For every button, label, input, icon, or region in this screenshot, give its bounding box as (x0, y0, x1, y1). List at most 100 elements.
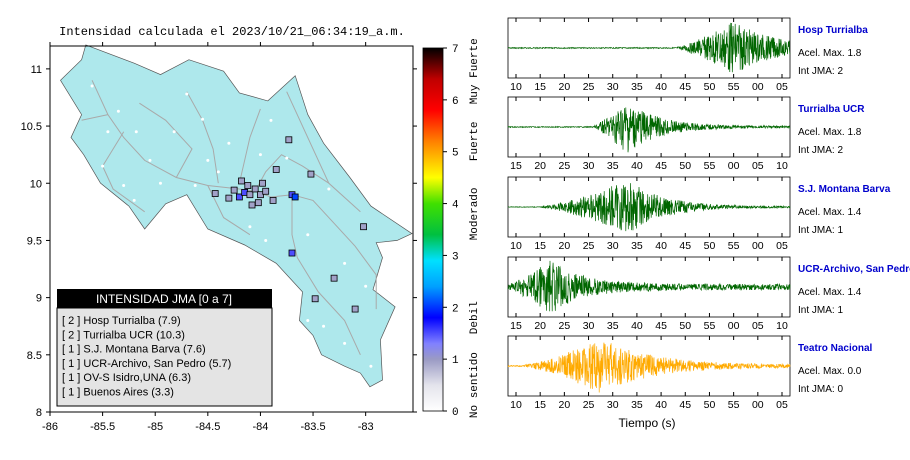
town-marker (106, 130, 110, 134)
road-line (139, 102, 193, 178)
time-tick-label: 35 (631, 240, 643, 252)
station-marker (230, 186, 238, 194)
time-tick-label: 40 (655, 81, 667, 93)
station-marker (291, 193, 299, 201)
colorbar-category-label: Muy Fuerte (469, 38, 481, 104)
time-tick-label: 30 (607, 399, 619, 411)
station-marker (272, 166, 280, 173)
time-tick-label: 55 (704, 320, 716, 332)
colorbar-category-label: Debil (469, 301, 481, 334)
time-tick-label: 55 (728, 240, 740, 252)
map-frame (49, 45, 414, 413)
waveform-trace (507, 183, 791, 232)
max-acceleration: Acel. Max. 1.8 (798, 127, 862, 138)
seismogram-panel: 15 20 25 30 35 40 45 50 55 00 05 10 Turrialba UCR Ace… (507, 96, 865, 172)
time-tick-label: 05 (752, 320, 764, 332)
colorbar-level: 5 (452, 148, 459, 160)
station-marker (285, 136, 293, 144)
legend-item: [ 1 ] Buenos Aires (3.3) (62, 387, 174, 399)
x-tick-label: -83 (358, 421, 374, 433)
station-marker (254, 199, 262, 207)
legend-header-bg (57, 289, 272, 308)
station-marker (244, 182, 252, 189)
x-tick-label: -85.5 (90, 421, 115, 433)
road-line (291, 194, 361, 356)
town-marker (364, 284, 368, 288)
time-tick-label: 50 (704, 399, 716, 411)
colorbar-level: 0 (452, 407, 459, 419)
legend-items: [ 2 ] Hosp Turrialba (7.9) [ 2 ] Turrialb… (62, 315, 231, 399)
y-tick-label: 8.5 (27, 350, 42, 362)
map-plot-area (60, 44, 413, 388)
station-name: S.J. Montana Barva (798, 184, 891, 195)
time-tick-label: 25 (583, 81, 595, 93)
max-acceleration: Acel. Max. 1.8 (798, 48, 862, 59)
colorbar-category-label: Fuerte (469, 121, 481, 161)
station-marker (211, 190, 219, 197)
time-tick-label: 45 (679, 399, 691, 411)
y-tick-label: 8 (36, 407, 42, 419)
town-marker (306, 233, 310, 237)
town-marker (201, 117, 205, 121)
max-acceleration: Acel. Max. 0.0 (798, 366, 862, 377)
time-tick-label: 55 (728, 81, 740, 93)
time-tick-label: 45 (655, 320, 667, 332)
station-marker (257, 191, 264, 199)
time-tick-label: 20 (534, 160, 546, 172)
time-tick-label: 20 (559, 399, 571, 411)
station-marker (288, 249, 296, 257)
town-marker (193, 184, 197, 188)
station-name: UCR-Archivo, San Pedro (798, 264, 910, 275)
town-marker (258, 153, 262, 157)
colorbar-labels: No sentido Debil Moderado Fuerte Muy Fuerte (469, 38, 481, 418)
town-marker (90, 84, 94, 88)
intensity-colorbar: 0 1 2 3 4 5 6 7 No sentido Debil Moderado Fuerte Mu… (422, 38, 481, 419)
seismogram-panel: 10 15 20 25 30 35 40 45 50 55 00 05 Hosp Turrialba Ac… (507, 17, 868, 93)
road-line (102, 131, 145, 213)
time-tick-label: 35 (631, 81, 643, 93)
station-marker (225, 194, 233, 202)
waveform-trace (507, 260, 791, 312)
y-tick-label: 10 (30, 178, 42, 190)
legend-item: [ 2 ] Turrialba UCR (10.3) (62, 329, 185, 341)
station-marker (311, 295, 319, 303)
station-marker (269, 197, 277, 204)
station-marker (259, 179, 266, 187)
time-tick-label: 40 (655, 399, 667, 411)
time-tick-label: 35 (607, 160, 619, 172)
time-tick-label: 05 (776, 81, 788, 93)
town-marker (132, 198, 136, 202)
time-tick-label: 00 (728, 320, 740, 332)
time-tick-label: 10 (510, 399, 522, 411)
y-tick-label: 11 (31, 64, 42, 76)
time-tick-label: 30 (607, 240, 619, 252)
time-tick-label: 00 (752, 81, 764, 93)
seismogram-panels: 10 15 20 25 30 35 40 45 50 55 00 05 Hosp Turrialba Ac… (507, 17, 910, 411)
time-tick-label: 15 (510, 320, 522, 332)
station-marker (235, 193, 243, 201)
time-tick-label: 50 (704, 240, 716, 252)
road-line (255, 190, 377, 310)
y-tick-label: 9 (36, 293, 42, 305)
colorbar-level: 2 (452, 303, 459, 315)
max-acceleration: Acel. Max. 1.4 (798, 207, 862, 218)
colorbar-ticks: 0 1 2 3 4 5 6 7 (443, 44, 459, 419)
time-tick-label: 30 (583, 320, 595, 332)
time-tick-label: 20 (559, 240, 571, 252)
town-marker (116, 109, 120, 113)
town-marker (306, 319, 310, 322)
town-marker (216, 170, 220, 174)
road-line (186, 91, 219, 184)
road-line (81, 114, 109, 121)
town-marker (269, 118, 273, 122)
time-tick-label: 45 (679, 81, 691, 93)
station-marker (248, 201, 256, 209)
town-marker (134, 130, 138, 134)
station-marker (351, 305, 359, 313)
time-tick-label: 25 (583, 399, 595, 411)
town-marker (101, 164, 105, 168)
seismogram-panel: 10 15 20 25 30 35 40 45 50 55 00 05 Teatro Nacional A… (507, 335, 872, 411)
legend-item: [ 2 ] Hosp Turrialba (7.9) (62, 315, 181, 327)
time-tick-label: 50 (704, 81, 716, 93)
